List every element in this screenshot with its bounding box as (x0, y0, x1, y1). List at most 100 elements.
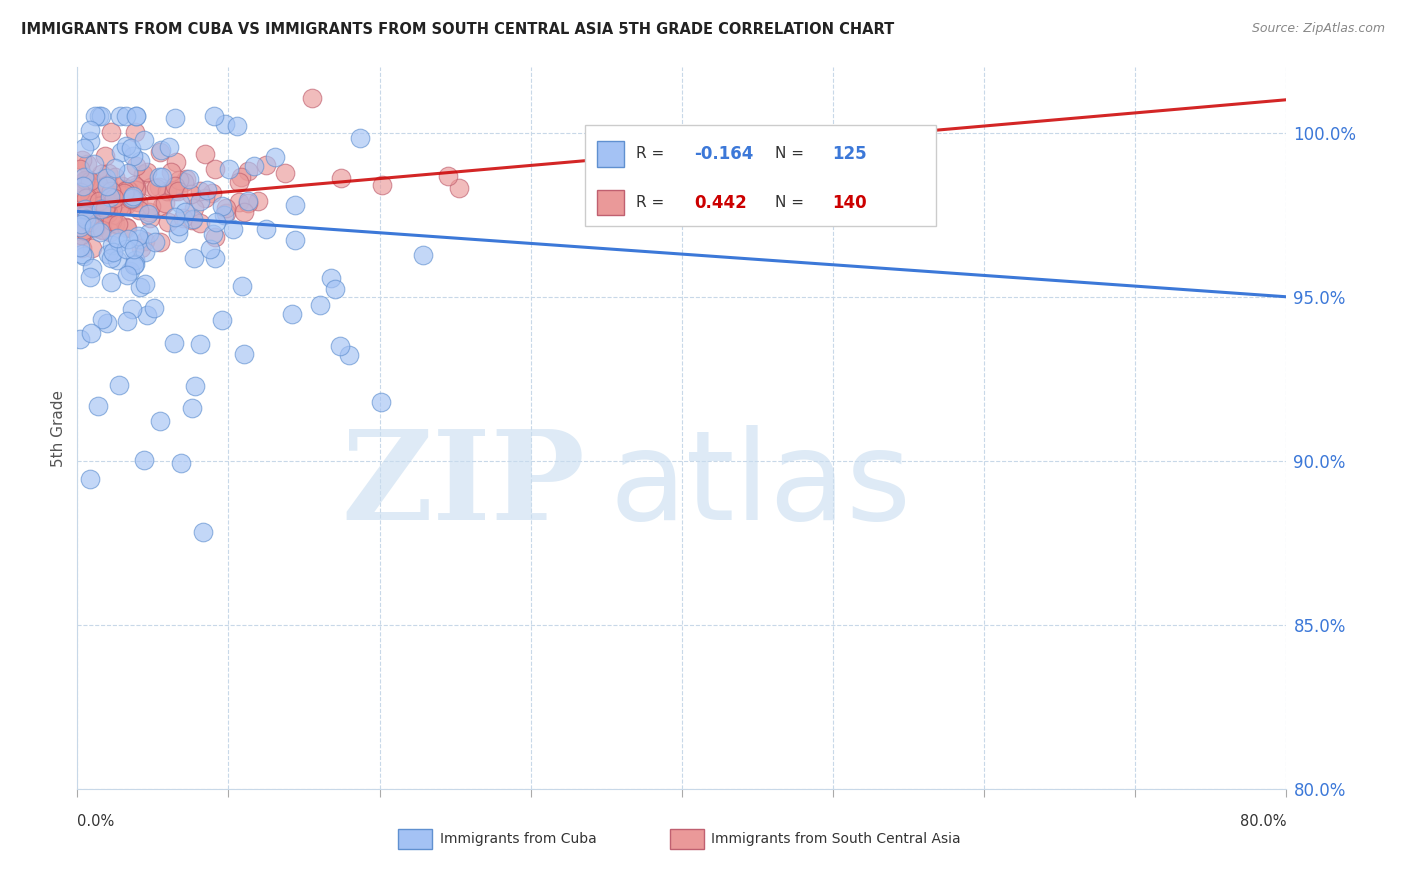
Point (84, 190, 107, 204)
Point (134, 234, 156, 248)
Point (139, 179, 162, 194)
Point (274, 166, 297, 180)
Point (100, 214, 122, 228)
Point (75, 211, 97, 226)
Point (107, 377, 129, 392)
Point (96, 200, 118, 214)
Point (97, 247, 120, 261)
Point (82, 241, 104, 255)
Point (180, 186, 202, 201)
Point (167, 184, 190, 198)
Point (87, 400, 110, 414)
Point (69, 240, 91, 254)
Point (180, 401, 202, 416)
Point (98, 189, 121, 203)
Point (83, 157, 105, 171)
Point (163, 210, 186, 224)
Point (212, 209, 235, 223)
Point (114, 184, 136, 198)
Point (181, 213, 204, 227)
Point (100, 190, 122, 204)
Point (188, 337, 211, 351)
Point (115, 197, 138, 211)
Point (70, 241, 93, 255)
Point (214, 201, 236, 215)
Point (79, 173, 101, 187)
Point (254, 222, 277, 236)
Point (115, 242, 138, 256)
Point (204, 161, 226, 176)
Point (228, 194, 250, 209)
Point (76, 157, 98, 171)
Point (173, 175, 195, 189)
Point (121, 301, 143, 316)
Point (284, 198, 307, 212)
Y-axis label: 5th Grade: 5th Grade (51, 390, 66, 467)
Point (75, 191, 97, 205)
Point (75, 172, 97, 186)
Point (134, 277, 156, 291)
Point (75, 208, 97, 222)
Point (117, 166, 139, 180)
Point (82, 183, 104, 197)
Text: 0.442: 0.442 (695, 194, 747, 211)
Point (97, 206, 120, 220)
Point (162, 184, 184, 198)
Point (70, 218, 93, 232)
Point (107, 217, 129, 231)
Point (330, 170, 353, 185)
Point (118, 184, 141, 198)
Point (167, 219, 190, 233)
Point (246, 194, 269, 208)
Point (96, 178, 118, 193)
Point (115, 314, 138, 328)
Point (179, 172, 201, 186)
Point (157, 215, 180, 229)
Point (97, 166, 120, 180)
Point (115, 182, 138, 196)
Point (163, 336, 186, 351)
Point (163, 111, 186, 125)
Point (143, 301, 166, 315)
Point (93, 194, 115, 208)
Point (201, 227, 224, 242)
Point (69, 219, 91, 234)
Point (136, 308, 159, 322)
Point (122, 149, 145, 163)
Point (157, 140, 180, 154)
Point (70, 202, 93, 217)
Text: 125: 125 (832, 145, 866, 162)
Point (143, 235, 166, 250)
Point (105, 252, 128, 267)
Point (122, 258, 145, 272)
Point (108, 198, 131, 212)
Point (112, 199, 135, 213)
Text: N =: N = (775, 146, 804, 161)
Point (100, 276, 122, 290)
Point (204, 215, 226, 229)
Point (76, 190, 98, 204)
Point (169, 195, 191, 210)
Point (188, 216, 211, 230)
Point (89, 205, 111, 219)
Point (80, 261, 103, 276)
Point (69, 185, 91, 199)
Point (125, 159, 148, 173)
Point (120, 141, 142, 155)
Point (87, 199, 110, 213)
Point (150, 199, 173, 213)
Point (101, 244, 124, 259)
Point (79, 270, 101, 285)
Point (69, 161, 91, 176)
Text: R =: R = (636, 146, 664, 161)
Point (83, 219, 105, 234)
Point (124, 252, 146, 267)
Point (87, 198, 110, 212)
Point (195, 183, 218, 197)
Point (122, 242, 145, 256)
Point (201, 186, 224, 201)
Point (94, 207, 117, 221)
Point (122, 178, 145, 193)
Point (77, 198, 100, 212)
Point (193, 524, 215, 539)
